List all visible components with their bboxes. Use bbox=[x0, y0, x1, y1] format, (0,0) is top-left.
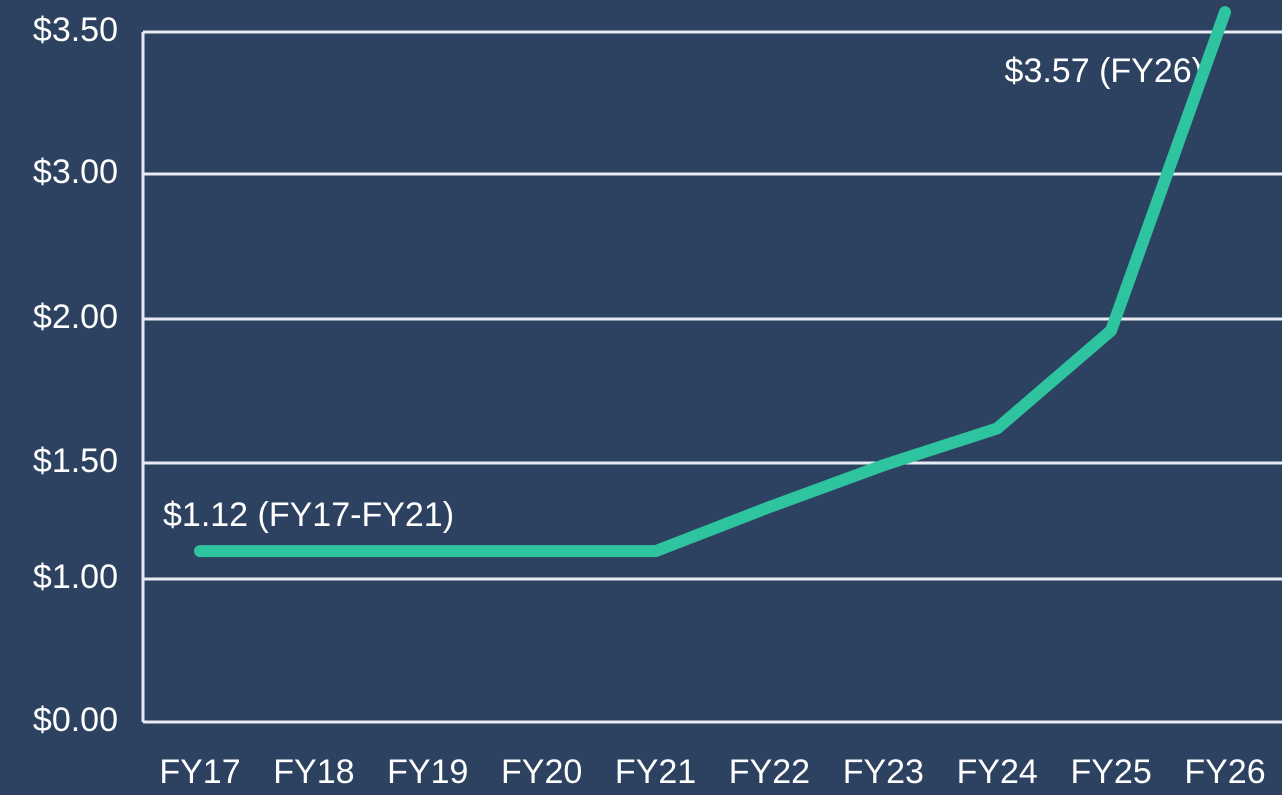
x-tick-label: FY20 bbox=[501, 753, 582, 791]
x-tick-label: FY22 bbox=[729, 753, 810, 791]
y-tick-label: $1.00 bbox=[33, 558, 118, 596]
annotation: $1.12 (FY17-FY21) bbox=[163, 496, 454, 534]
line bbox=[194, 6, 1231, 558]
x-tick-label: FY19 bbox=[387, 753, 468, 791]
x-tick-label: FY18 bbox=[273, 753, 354, 791]
y-tick-label: $1.50 bbox=[33, 442, 118, 480]
x-tick-label: FY25 bbox=[1070, 753, 1151, 791]
x-tick-label: FY24 bbox=[957, 753, 1038, 791]
y-tick-label: $0.00 bbox=[33, 701, 118, 739]
x-tick-label: FY17 bbox=[159, 753, 240, 791]
y-tick-label: $2.00 bbox=[33, 298, 118, 336]
x-tick-label: FY23 bbox=[843, 753, 924, 791]
y-tick-label: $3.50 bbox=[33, 11, 118, 49]
annotation: $3.57 (FY26) bbox=[1005, 52, 1203, 90]
x-tick-label: FY26 bbox=[1184, 753, 1265, 791]
x-tick-label: FY21 bbox=[615, 753, 696, 791]
y-tick-label: $3.00 bbox=[33, 153, 118, 191]
